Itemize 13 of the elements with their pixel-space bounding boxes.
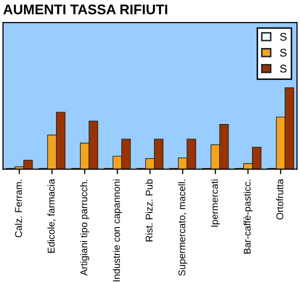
legend-label: S xyxy=(280,32,286,41)
x-tick-label: Industrie con capannoni xyxy=(112,180,122,282)
x-tick-label: Ortofrutta xyxy=(276,178,284,220)
x-tick-label: Artigiani tipo parrucch. xyxy=(80,180,90,276)
chart-title: AUMENTI TASSA RIFIUTI xyxy=(3,4,168,14)
legend-label: S xyxy=(280,64,286,73)
x-tick-label: Rist. Pizz. Pub xyxy=(145,179,153,242)
x-tick-label: Calz. Ferram. xyxy=(14,180,22,238)
x-tick-label: Ipermercati xyxy=(210,180,220,227)
x-tick-label: Edicole, farmacia xyxy=(47,178,56,253)
legend-label: S xyxy=(280,48,286,57)
x-tick-label: Supermercato, macell. xyxy=(178,180,188,276)
x-tick-label: Bar-caffè-pasticc. xyxy=(243,180,253,254)
